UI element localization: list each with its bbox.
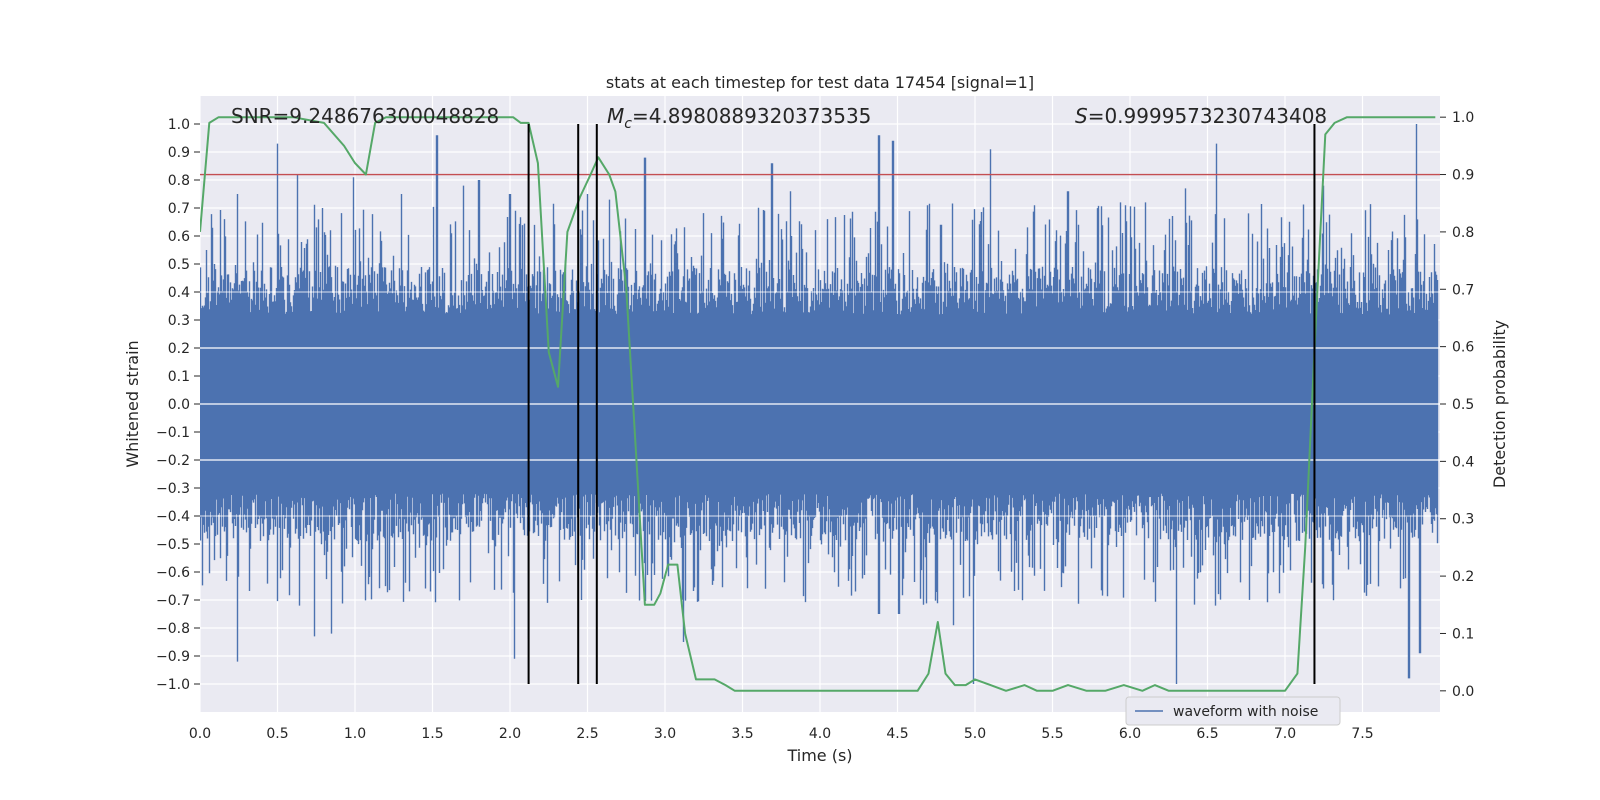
y-axis-ticks: 1.0 0.9 0.8 0.7 0.6 0.5 0.4 0.3 0.2 0.1 0.0 −0.1 −0.… bbox=[156, 117, 200, 693]
x-tick-label: 5.0 bbox=[964, 726, 986, 742]
chirp-mass-annotation: Mc=4.8980889320373535 bbox=[607, 104, 871, 132]
chirp-mass-symbol: M bbox=[607, 104, 624, 128]
y-tick-label: −0.2 bbox=[156, 453, 190, 469]
snr-annotation: SNR=9.248676300048828 bbox=[231, 104, 499, 128]
y2-tick-label: 0.0 bbox=[1452, 684, 1474, 700]
y2-tick-label: 0.7 bbox=[1452, 282, 1474, 298]
y-tick-label: 0.0 bbox=[168, 397, 190, 413]
y2-tick-label: 0.3 bbox=[1452, 512, 1474, 528]
y-tick-label: 0.2 bbox=[168, 341, 190, 357]
x-tick-label: 3.5 bbox=[731, 726, 753, 742]
y-tick-label: 0.5 bbox=[168, 257, 190, 273]
x-tick-label: 5.5 bbox=[1041, 726, 1063, 742]
x-tick-label: 0.0 bbox=[189, 726, 211, 742]
probability-line bbox=[200, 116, 1436, 692]
x-tick-label: 6.0 bbox=[1119, 726, 1141, 742]
x-tick-label: 6.5 bbox=[1196, 726, 1218, 742]
y-tick-label: 0.9 bbox=[168, 145, 190, 161]
x-tick-label: 7.0 bbox=[1274, 726, 1296, 742]
x-tick-label: 1.5 bbox=[421, 726, 443, 742]
y-tick-label: 0.7 bbox=[168, 201, 190, 217]
y-tick-label: −0.5 bbox=[156, 537, 190, 553]
detection-stat-symbol: S bbox=[1075, 104, 1088, 128]
x-tick-label: 4.0 bbox=[809, 726, 831, 742]
detection-stat-annotation: S=0.9999573230743408 bbox=[1075, 104, 1327, 128]
y2-tick-label: 1.0 bbox=[1452, 110, 1474, 126]
y-tick-label: 0.3 bbox=[168, 313, 190, 329]
y-tick-label: −0.6 bbox=[156, 565, 190, 581]
waveform-series bbox=[200, 124, 1440, 684]
y-tick-label: −0.1 bbox=[156, 425, 190, 441]
legend-entry-waveform: waveform with noise bbox=[1173, 704, 1318, 720]
probability-series bbox=[200, 116, 1436, 692]
y2-tick-label: 0.8 bbox=[1452, 225, 1474, 241]
x-tick-label: 1.0 bbox=[344, 726, 366, 742]
y-tick-label: −0.9 bbox=[156, 649, 190, 665]
x-tick-label: 0.5 bbox=[266, 726, 288, 742]
legend: waveform with noise bbox=[1125, 696, 1341, 726]
y-tick-label: 1.0 bbox=[168, 117, 190, 133]
x-tick-label: 2.5 bbox=[576, 726, 598, 742]
y-tick-label: 0.8 bbox=[168, 173, 190, 189]
y-tick-label: −0.4 bbox=[156, 509, 190, 525]
y2-axis-ticks: 1.0 0.9 0.8 0.7 0.6 0.5 0.4 0.3 0.2 0.1 0.0 bbox=[1440, 110, 1474, 700]
marker-lines bbox=[527, 124, 1316, 684]
y-tick-label: −0.7 bbox=[156, 593, 190, 609]
y-tick-label: −0.8 bbox=[156, 621, 190, 637]
chirp-mass-value: =4.8980889320373535 bbox=[632, 104, 871, 128]
chart-title: stats at each timestep for test data 174… bbox=[606, 73, 1034, 92]
y2-tick-label: 0.1 bbox=[1452, 626, 1474, 642]
y-tick-label: −0.3 bbox=[156, 481, 190, 497]
y2-tick-label: 0.5 bbox=[1452, 397, 1474, 413]
x-tick-label: 2.0 bbox=[499, 726, 521, 742]
chirp-mass-subscript: c bbox=[624, 116, 632, 132]
y2-tick-label: 0.9 bbox=[1452, 168, 1474, 184]
x-tick-label: 4.5 bbox=[886, 726, 908, 742]
legend-box bbox=[1125, 696, 1341, 726]
x-tick-label: 7.5 bbox=[1351, 726, 1373, 742]
x-axis-ticks: 0.0 0.5 1.0 1.5 2.0 2.5 3.0 3.5 4.0 4.5 5.0 5.5 6.0 6… bbox=[189, 726, 1374, 742]
y2-tick-label: 0.4 bbox=[1452, 454, 1474, 470]
y2-tick-label: 0.6 bbox=[1452, 340, 1474, 356]
x-tick-label: 3.0 bbox=[654, 726, 676, 742]
x-axis-label: Time (s) bbox=[786, 746, 852, 765]
y2-tick-label: 0.2 bbox=[1452, 569, 1474, 585]
detection-stat-value: =0.9999573230743408 bbox=[1088, 104, 1327, 128]
y-tick-label: −1.0 bbox=[156, 677, 190, 693]
y-axis-label: Whitened strain bbox=[123, 340, 142, 467]
y-tick-label: 0.4 bbox=[168, 285, 190, 301]
y2-axis-label: Detection probability bbox=[1490, 320, 1509, 488]
y-tick-label: 0.1 bbox=[168, 369, 190, 385]
y-tick-label: 0.6 bbox=[168, 229, 190, 245]
